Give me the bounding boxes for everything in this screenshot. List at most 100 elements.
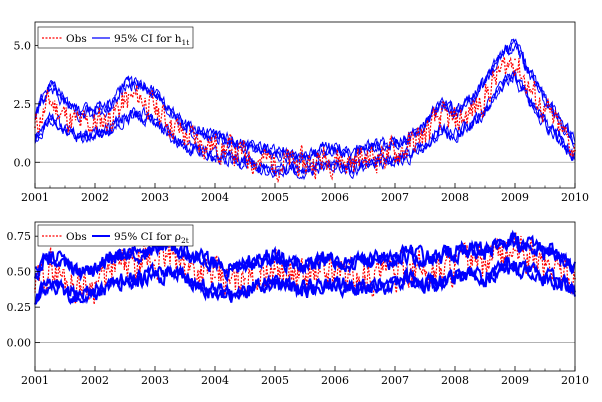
y-tick-label: 0.25 [7, 301, 32, 314]
legend-ci-label-main: 95% CI for ρ [114, 231, 181, 243]
obs-data-point [409, 145, 411, 147]
obs-data-point [304, 163, 306, 166]
obs-data-point [379, 270, 381, 273]
obs-data-point [439, 116, 441, 119]
obs-data-point [319, 159, 321, 161]
legend-obs-label: Obs [66, 231, 87, 243]
obs-data-point [109, 270, 111, 273]
obs-data-point [274, 267, 276, 270]
obs-data-point [124, 100, 126, 103]
obs-data-point [334, 270, 336, 273]
panel-top-ci-band [34, 38, 576, 181]
obs-data-point [79, 123, 81, 126]
obs-data-point [529, 88, 531, 91]
obs-data-point [454, 121, 456, 124]
x-tick-label: 2005 [261, 191, 289, 204]
obs-data-point [289, 273, 291, 276]
obs-data-point [169, 256, 171, 259]
panel-top-obs-series [34, 56, 576, 184]
x-tick-label: 2010 [561, 191, 589, 204]
legend-ci-label: 95% CI for h1t [114, 33, 189, 47]
x-tick-label: 2008 [441, 374, 469, 387]
y-tick-label: 0.75 [7, 230, 32, 243]
obs-data-point [424, 270, 426, 273]
obs-data-point [484, 95, 486, 98]
x-tick-label: 2009 [501, 191, 529, 204]
panel-bottom-data-points [34, 249, 576, 290]
panel-bottom-ci-band [34, 229, 576, 305]
legend-ci-label-subscript: 1t [182, 38, 190, 47]
obs-data-point [184, 263, 186, 266]
x-tick-label: 2001 [21, 191, 49, 204]
x-tick-label: 2002 [81, 374, 109, 387]
obs-data-point [229, 149, 231, 152]
obs-data-point [529, 256, 531, 259]
obs-data-point [229, 282, 231, 284]
obs-data-point [94, 121, 96, 124]
obs-data-point [259, 159, 261, 161]
obs-data-point [244, 154, 246, 157]
obs-data-point [154, 259, 156, 262]
obs-data-point [49, 263, 51, 266]
obs-data-point [559, 128, 561, 131]
panel-bottom-y-axis: 0.00 0.25 0.50 0.75 [7, 230, 40, 350]
obs-data-point [469, 259, 471, 262]
obs-data-point [394, 152, 396, 154]
obs-data-point [214, 145, 216, 147]
obs-data-point [544, 109, 546, 112]
obs-data-point [499, 70, 501, 72]
x-tick-label: 2001 [21, 374, 49, 387]
x-tick-label: 2003 [141, 191, 169, 204]
obs-data-point [424, 133, 426, 136]
legend-ci-label-subscript: 2t [181, 236, 189, 245]
obs-data-point [199, 270, 201, 273]
x-tick-label: 2004 [201, 374, 229, 387]
obs-data-point [289, 161, 291, 164]
x-tick-label: 2009 [501, 374, 529, 387]
obs-data-point [64, 277, 66, 280]
x-tick-label: 2010 [561, 374, 589, 387]
obs-data-point [244, 277, 246, 280]
x-tick-label: 2003 [141, 374, 169, 387]
obs-data-point [439, 267, 441, 270]
panel-bottom-legend-box [37, 224, 194, 247]
obs-data-point [304, 277, 306, 280]
obs-data-point [514, 58, 516, 61]
obs-data-point [364, 156, 366, 159]
panel-top-legend: Obs 95% CI for h1t [37, 26, 194, 49]
legend-ci-label: 95% CI for ρ2t [114, 231, 189, 245]
obs-data-point [139, 267, 141, 270]
obs-data-point [169, 121, 171, 124]
y-tick-label: 2.5 [14, 98, 32, 111]
panel-top-y-axis: 0.0 2.5 5.0 [14, 39, 40, 169]
x-tick-label: 2006 [321, 374, 349, 387]
obs-data-point [199, 140, 201, 143]
y-tick-label: 0.00 [7, 337, 32, 350]
obs-data-point [559, 267, 561, 270]
panel-top: 0.02.55.0 2001 2002 2003 2004 2005 2006 2007 20… [14, 21, 589, 204]
x-tick-label: 2008 [441, 191, 469, 204]
obs-data-point [79, 284, 81, 287]
obs-data-point [364, 276, 366, 279]
obs-data-point [139, 95, 141, 98]
legend-ci-label-main: 95% CI for h [114, 33, 182, 45]
panel-top-data-points [34, 58, 576, 166]
obs-data-point [214, 276, 216, 279]
panel-bottom-x-axis: 2001 2002 2003 2004 2005 2006 2007 2008 2009 2010 [21, 366, 589, 387]
obs-data-point [109, 116, 111, 119]
panel-bottom-legend: Obs 95% CI for ρ2t [37, 224, 194, 247]
obs-data-point [94, 282, 96, 284]
obs-data-point [349, 273, 351, 276]
obs-data-point [394, 273, 396, 276]
y-tick-label: 0.0 [14, 156, 32, 169]
x-tick-label: 2007 [381, 191, 409, 204]
panel-top-legend-box [37, 26, 194, 49]
obs-data-point [154, 107, 156, 110]
obs-data-point [259, 270, 261, 273]
obs-data-point [319, 270, 321, 273]
obs-data-point [544, 263, 546, 266]
y-tick-label: 0.50 [7, 266, 32, 279]
obs-data-point [499, 253, 501, 256]
panel-bottom: 0.000.250.500.75 2001 2002 2003 2004 2005 200… [7, 221, 589, 387]
